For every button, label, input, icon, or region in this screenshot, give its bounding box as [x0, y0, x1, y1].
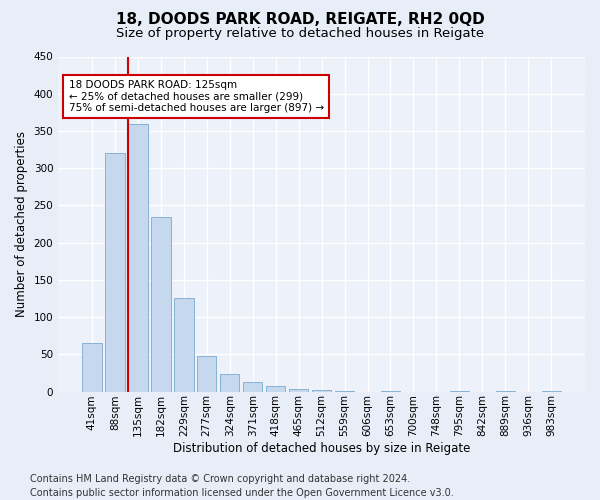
Text: 18, DOODS PARK ROAD, REIGATE, RH2 0QD: 18, DOODS PARK ROAD, REIGATE, RH2 0QD	[116, 12, 484, 28]
Bar	[381, 391, 400, 392]
Bar	[335, 391, 355, 392]
Bar	[243, 382, 262, 392]
Y-axis label: Number of detached properties: Number of detached properties	[15, 131, 28, 317]
Text: 18 DOODS PARK ROAD: 125sqm
← 25% of detached houses are smaller (299)
75% of sem: 18 DOODS PARK ROAD: 125sqm ← 25% of deta…	[69, 80, 324, 113]
Text: Contains HM Land Registry data © Crown copyright and database right 2024.
Contai: Contains HM Land Registry data © Crown c…	[30, 474, 454, 498]
Bar	[128, 124, 148, 392]
Bar	[266, 386, 286, 392]
Bar	[197, 356, 217, 392]
Text: Size of property relative to detached houses in Reigate: Size of property relative to detached ho…	[116, 28, 484, 40]
Bar	[312, 390, 331, 392]
Bar	[220, 374, 239, 392]
Bar	[151, 216, 170, 392]
Bar	[289, 388, 308, 392]
Bar	[449, 391, 469, 392]
Bar	[174, 298, 194, 392]
Bar	[105, 154, 125, 392]
X-axis label: Distribution of detached houses by size in Reigate: Distribution of detached houses by size …	[173, 442, 470, 455]
Bar	[542, 391, 561, 392]
Bar	[496, 391, 515, 392]
Bar	[82, 343, 101, 392]
